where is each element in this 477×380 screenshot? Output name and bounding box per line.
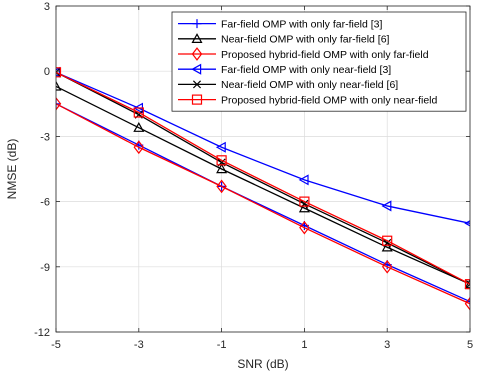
legend-label: Proposed hybrid-field OMP with only far-… (221, 49, 429, 61)
x-tick-label: -5 (51, 339, 61, 351)
legend-marker (191, 94, 203, 105)
series-2-point (133, 121, 145, 132)
series-4-point (56, 66, 61, 78)
series-6-point (56, 67, 62, 78)
series-layer (56, 66, 470, 311)
series-6-point (216, 155, 227, 166)
series-4-point (381, 200, 392, 212)
legend-marker (191, 47, 203, 61)
series-4-point (298, 174, 309, 186)
series-1-line (56, 103, 470, 303)
ticks (55, 5, 471, 333)
series-6-line (56, 71, 470, 285)
series-3-point (381, 259, 393, 274)
y-tick-label: -12 (34, 327, 50, 339)
legend-item-4: Far-field OMP with only near-field [3] (178, 63, 391, 76)
legend-item-2: Near-field OMP with only far-field [6] (178, 33, 390, 46)
x-axis-label: SNR (dB) (237, 357, 288, 371)
series-3-point (216, 179, 227, 194)
legend-box (171, 11, 467, 112)
series-5-line (56, 71, 470, 285)
legend-label: Near-field OMP with only near-field [6] (221, 79, 398, 91)
tick-labels: -5 -3 -1 1 3 5 -12 -9 -6 -3 0 3 (34, 1, 473, 351)
x-tick-label: 3 (384, 339, 390, 351)
legend-marker (192, 19, 202, 29)
legend-item-6: Proposed hybrid-field OMP with only near… (178, 94, 437, 106)
x-tick-label: -3 (134, 339, 144, 351)
series-1-point (56, 99, 61, 109)
y-tick-label: -9 (40, 262, 50, 274)
series-3-line (56, 103, 470, 305)
y-tick-label: 0 (44, 66, 50, 78)
series-5-point (465, 280, 470, 289)
series-2-point (381, 241, 393, 252)
series-3 (56, 96, 470, 311)
x-tick-label: -1 (217, 339, 227, 351)
series-3-point (299, 220, 310, 235)
x-tick-label: 5 (467, 339, 473, 351)
series-6-point (382, 235, 393, 246)
y-tick-label: 3 (44, 1, 50, 13)
series-6 (56, 67, 470, 290)
series-6-point (464, 279, 470, 290)
series-5-point (56, 68, 61, 77)
legend-marker (191, 33, 203, 43)
legend-item-1: Far-field OMP with only far-field [3] (178, 18, 383, 30)
legend: Far-field OMP with only far-field [3] Nea… (171, 11, 467, 112)
series-2-point (298, 202, 310, 213)
series-2-line (56, 85, 470, 285)
series-2-point (56, 80, 62, 91)
legend-item-3: Proposed hybrid-field OMP with only far-… (178, 47, 429, 61)
series-4-point (215, 141, 226, 153)
series-6-point (133, 107, 144, 118)
legend-label: Proposed hybrid-field OMP with only near… (221, 94, 437, 106)
legend-marker (192, 80, 202, 89)
y-tick-label: -6 (40, 197, 50, 209)
y-tick-label: -3 (40, 131, 50, 143)
x-tick-label: 1 (301, 339, 307, 351)
series-4-line (56, 71, 470, 224)
series-6-point (299, 196, 310, 207)
series-3-point (133, 140, 145, 155)
plot-frame (55, 5, 471, 333)
series-4-point (464, 220, 470, 227)
series-2-point (216, 163, 228, 174)
legend-item-5: Near-field OMP with only near-field [6] (178, 79, 398, 91)
legend-label: Far-field OMP with only near-field [3] (221, 64, 391, 76)
series-3-point (56, 96, 62, 111)
series-3-point (464, 296, 470, 311)
y-axis-label: NMSE (dB) (5, 139, 19, 200)
legend-label: Near-field OMP with only far-field [6] (221, 34, 390, 46)
legend-label: Far-field OMP with only far-field [3] (221, 18, 383, 30)
legend-marker (191, 63, 202, 75)
